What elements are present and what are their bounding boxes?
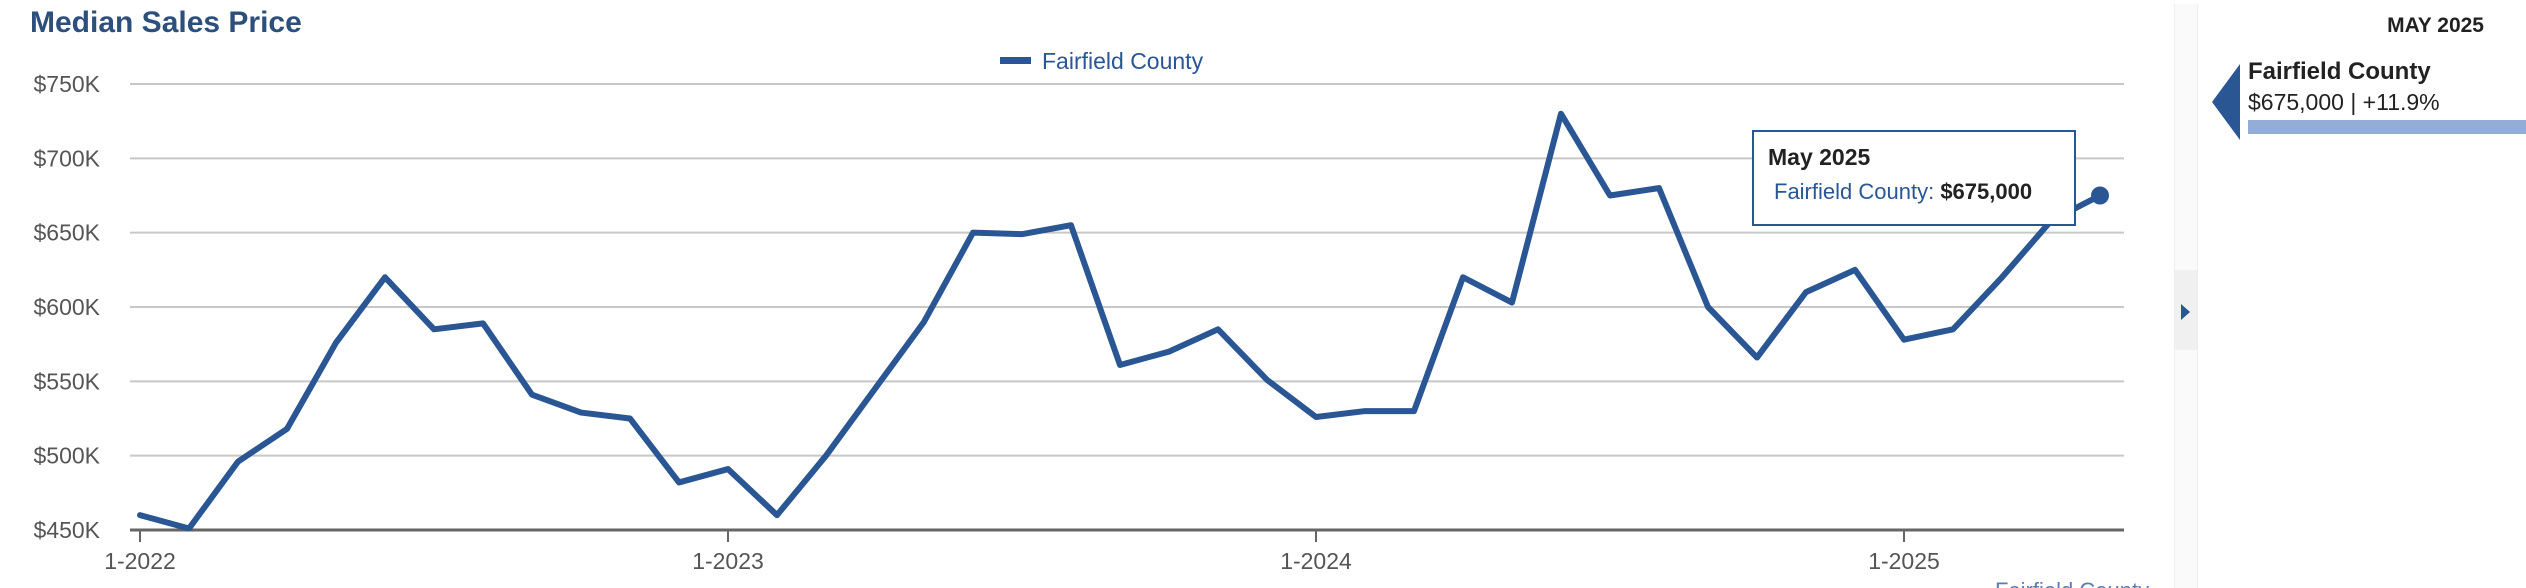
summary-series-name: Fairfield County (2248, 58, 2431, 85)
line-chart: $450K $500K $550K $600K $650K $700K $750K 1-20… (33, 48, 2149, 588)
x-tick-label: 1-2023 (692, 548, 764, 574)
y-axis: $450K $500K $550K $600K $650K $700K $750K (33, 71, 100, 543)
chart-title: Median Sales Price (30, 6, 302, 39)
summary-value: $675,000 | +11.9% (2248, 89, 2440, 115)
tooltip-title: May 2025 (1768, 144, 1871, 170)
y-tick-label: $750K (33, 71, 100, 97)
summary-date: MAY 2025 (2387, 14, 2484, 37)
series-layer (137, 110, 2109, 532)
grid-lines (130, 83, 2124, 457)
y-tick-label: $550K (33, 368, 100, 394)
summary-panel: MAY 2025 Fairfield County $675,000 | +11… (2200, 0, 2526, 588)
data-tooltip: May 2025 Fairfield County: $675,000 (1752, 130, 2076, 226)
legend-entry[interactable]: Fairfield County (1042, 48, 1204, 74)
y-tick-label: $700K (33, 145, 100, 171)
legend: Fairfield County (1000, 48, 1204, 74)
expand-arrow-icon[interactable] (2181, 304, 2190, 320)
navigator-series-label: Fairfield County (1995, 578, 2149, 588)
series-marker-icon (2212, 64, 2240, 140)
y-tick-label: $450K (33, 517, 100, 543)
series-line (137, 110, 2103, 532)
y-tick-label: $650K (33, 220, 100, 246)
x-axis: 1-2022 1-2023 1-2024 1-2025 (104, 528, 2124, 574)
tooltip-row: Fairfield County: $675,000 (1768, 179, 2060, 205)
tooltip-value: $675,000 (1940, 179, 2033, 204)
y-tick-label: $600K (33, 294, 100, 320)
y-tick-label: $500K (33, 443, 100, 469)
x-tick-label: 1-2025 (1868, 548, 1940, 574)
data-point-highlight (2091, 186, 2109, 205)
panel-scrollbar[interactable] (2174, 4, 2198, 588)
x-tick-label: 1-2022 (104, 548, 176, 574)
x-tick-label: 1-2024 (1280, 548, 1352, 574)
summary-bar (2248, 120, 2526, 134)
legend-swatch (1000, 57, 1031, 64)
tooltip-series-label: Fairfield County: (1774, 179, 1935, 204)
